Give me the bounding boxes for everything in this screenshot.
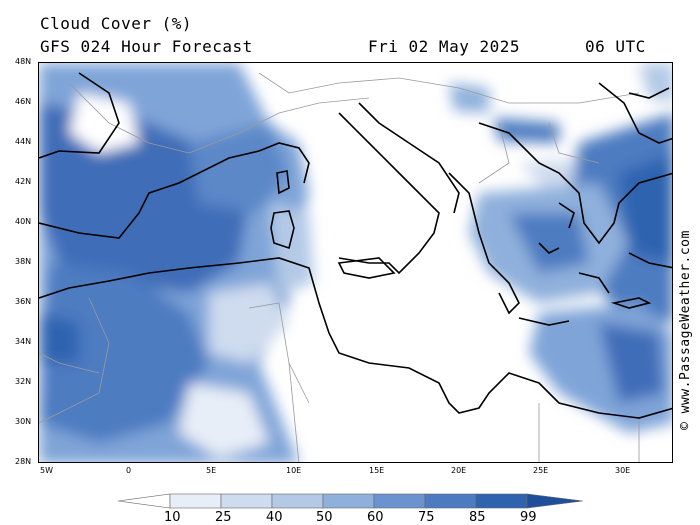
lon-label: 15E <box>369 466 385 475</box>
lat-label: 30N <box>15 417 32 426</box>
legend-cell <box>373 493 426 509</box>
lon-label: 5W <box>40 466 53 475</box>
lon-label: 0 <box>126 466 132 475</box>
legend-label: 85 <box>469 510 486 525</box>
legend-label: 25 <box>215 510 232 525</box>
legend-label: 50 <box>316 510 333 525</box>
legend-label: 10 <box>164 510 181 525</box>
legend-label: 99 <box>520 510 537 525</box>
chart-title: Cloud Cover (%) <box>40 14 192 33</box>
lat-label: 38N <box>15 257 32 266</box>
legend-cell <box>424 493 477 509</box>
legend-cell <box>118 493 171 509</box>
lat-label: 44N <box>15 137 32 146</box>
legend-cell <box>220 493 273 509</box>
forecast-time: 06 UTC <box>585 37 646 56</box>
legend-label: 60 <box>367 510 384 525</box>
forecast-subtitle: GFS 024 Hour Forecast <box>40 37 253 56</box>
forecast-date: Fri 02 May 2025 <box>368 37 520 56</box>
legend-cell <box>322 493 375 509</box>
country-borders <box>39 72 640 462</box>
lat-label: 32N <box>15 377 32 386</box>
lon-label: 25E <box>533 466 549 475</box>
lon-label: 20E <box>451 466 467 475</box>
legend-label: 75 <box>418 510 435 525</box>
color-legend <box>118 493 583 509</box>
lat-label: 42N <box>15 177 32 186</box>
map-svg <box>39 63 672 462</box>
coastlines <box>39 72 672 419</box>
cloud-cover-field <box>39 63 672 462</box>
lat-label: 48N <box>15 57 32 66</box>
legend-cell <box>475 493 528 509</box>
lat-label: 34N <box>15 337 32 346</box>
lon-label: 5E <box>206 466 217 475</box>
legend-cell <box>271 493 324 509</box>
lat-label: 36N <box>15 297 32 306</box>
lat-label: 28N <box>15 457 32 466</box>
lon-label: 10E <box>286 466 302 475</box>
legend-label: 40 <box>266 510 283 525</box>
lat-label: 40N <box>15 217 32 226</box>
lon-label: 30E <box>615 466 631 475</box>
legend-cell <box>526 493 583 509</box>
credit-text: © www.PassageWeather.com <box>678 230 693 430</box>
cloud-cover-map <box>38 62 673 463</box>
lat-label: 46N <box>15 97 32 106</box>
legend-cell <box>169 493 222 509</box>
